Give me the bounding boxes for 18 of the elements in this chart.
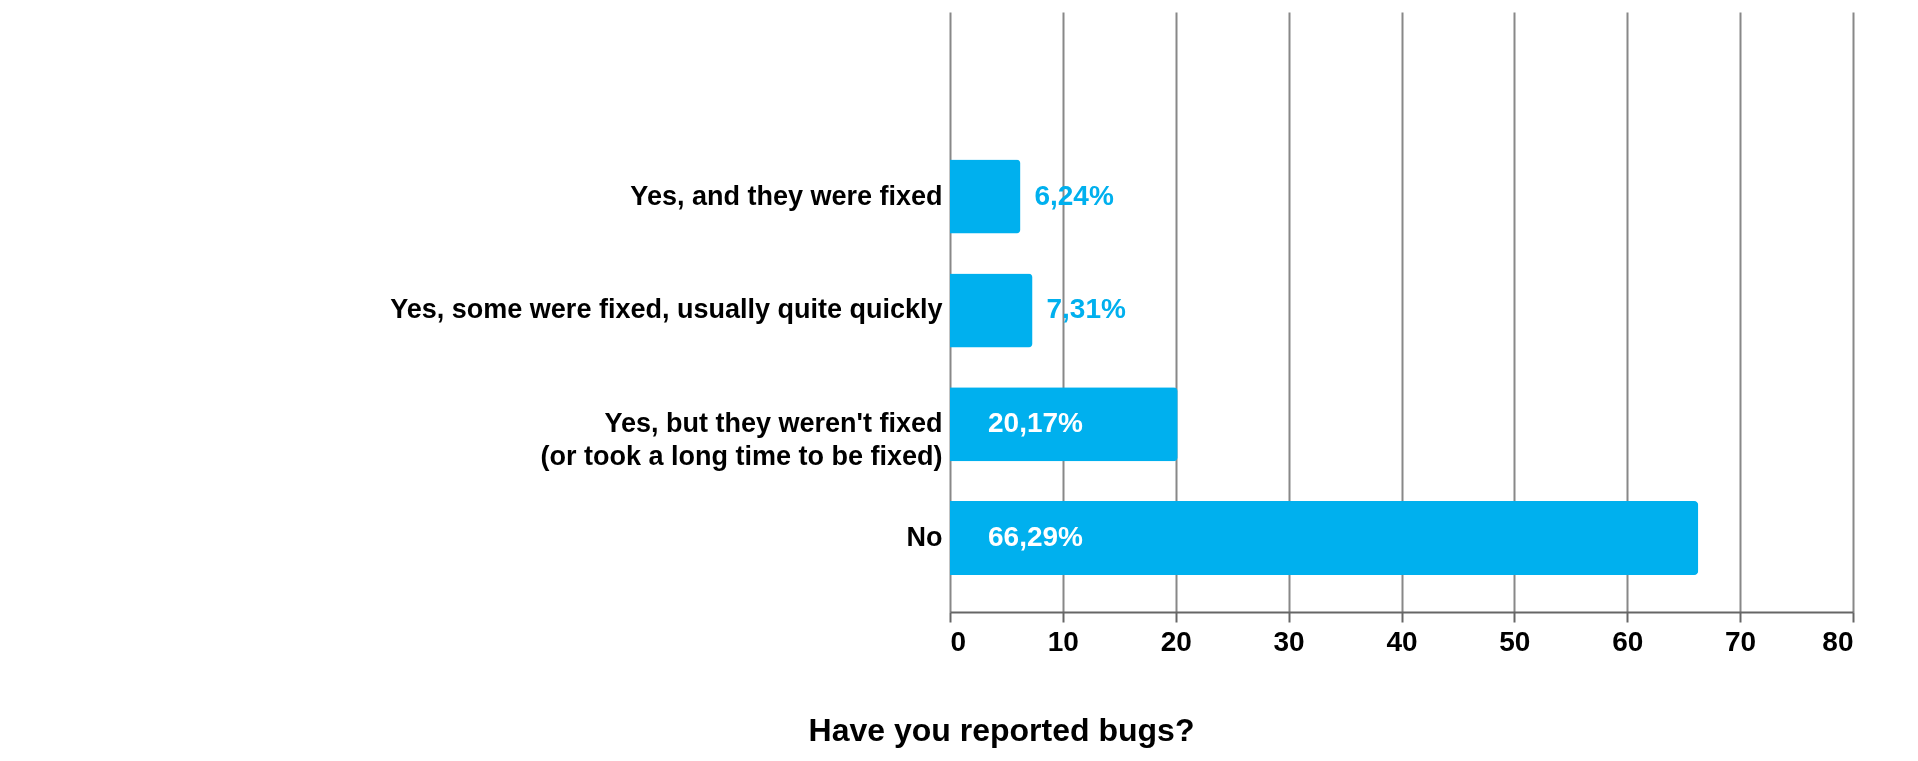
text: Have you reported bugs?: [808, 712, 1195, 748]
x-tick-label: 50: [1499, 625, 1531, 657]
y-tick-label: Yes, but they weren't fixed (or took a long time to be fixed): [540, 408, 943, 472]
x-tick-label: 60: [1612, 625, 1644, 657]
data-label: 7,31%: [1046, 293, 1127, 325]
y-tick-label: No: [906, 522, 943, 553]
x-tick-label: 30: [1273, 625, 1305, 657]
data-label: 66,29%: [988, 521, 1084, 553]
x-tick-label: 0: [950, 625, 967, 657]
x-tick-label: 10: [1047, 625, 1079, 657]
x-tick-label: 20: [1160, 625, 1192, 657]
y-tick-label: Yes, and they were fixed: [630, 180, 943, 211]
x-tick-label: 40: [1386, 625, 1418, 657]
y-tick-label: Yes, some were fixed, usually quite quickly: [390, 294, 943, 325]
x-tick-label: 80: [1822, 625, 1854, 657]
data-label: 6,24%: [1034, 179, 1114, 211]
data-label: 20,17%: [988, 407, 1084, 439]
x-tick-label: 70: [1725, 625, 1757, 657]
